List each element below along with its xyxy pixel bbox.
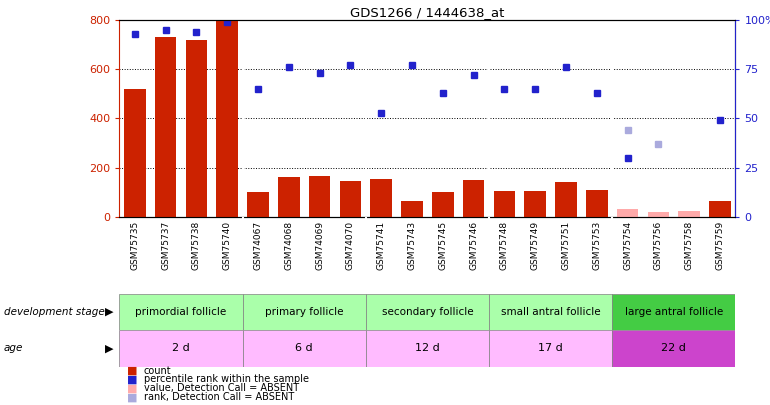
Text: GSM74068: GSM74068 <box>284 220 293 270</box>
Text: GSM75748: GSM75748 <box>500 220 509 270</box>
Bar <box>119 330 243 367</box>
Text: ▶: ▶ <box>105 343 113 353</box>
Bar <box>401 201 423 217</box>
Text: GSM75735: GSM75735 <box>130 220 139 270</box>
Text: GSM74070: GSM74070 <box>346 220 355 270</box>
Text: GSM75753: GSM75753 <box>592 220 601 270</box>
Text: GSM75759: GSM75759 <box>715 220 725 270</box>
Title: GDS1266 / 1444638_at: GDS1266 / 1444638_at <box>350 6 504 19</box>
Text: ■: ■ <box>127 375 138 384</box>
Text: large antral follicle: large antral follicle <box>624 307 723 317</box>
Text: percentile rank within the sample: percentile rank within the sample <box>144 375 309 384</box>
Text: GSM75741: GSM75741 <box>377 220 386 270</box>
Bar <box>370 179 392 217</box>
Text: small antral follicle: small antral follicle <box>500 307 601 317</box>
Bar <box>617 209 638 217</box>
Text: primordial follicle: primordial follicle <box>136 307 226 317</box>
Bar <box>489 330 612 367</box>
Bar <box>612 294 735 330</box>
Bar <box>612 330 735 367</box>
Bar <box>124 89 146 217</box>
Bar <box>555 182 577 217</box>
Text: rank, Detection Call = ABSENT: rank, Detection Call = ABSENT <box>144 392 294 402</box>
Text: secondary follicle: secondary follicle <box>382 307 473 317</box>
Bar <box>186 40 207 217</box>
Bar <box>678 211 700 217</box>
Text: GSM75751: GSM75751 <box>561 220 571 270</box>
Bar <box>216 20 238 217</box>
Text: 17 d: 17 d <box>538 343 563 353</box>
Text: GSM75749: GSM75749 <box>531 220 540 270</box>
Text: GSM75740: GSM75740 <box>223 220 232 270</box>
Bar <box>243 330 366 367</box>
Bar <box>340 181 361 217</box>
Bar <box>489 294 612 330</box>
Text: ■: ■ <box>127 392 138 402</box>
Bar <box>278 177 300 217</box>
Text: GSM75746: GSM75746 <box>469 220 478 270</box>
Text: GSM75743: GSM75743 <box>407 220 417 270</box>
Bar <box>524 191 546 217</box>
Text: 2 d: 2 d <box>172 343 190 353</box>
Bar <box>366 294 489 330</box>
Text: GSM75758: GSM75758 <box>685 220 694 270</box>
Text: GSM75737: GSM75737 <box>161 220 170 270</box>
Bar <box>366 330 489 367</box>
Bar <box>432 192 454 217</box>
Text: GSM75745: GSM75745 <box>438 220 447 270</box>
Text: GSM74067: GSM74067 <box>253 220 263 270</box>
Text: GSM75754: GSM75754 <box>623 220 632 270</box>
Bar <box>648 212 669 217</box>
Text: development stage: development stage <box>4 307 105 317</box>
Text: GSM74069: GSM74069 <box>315 220 324 270</box>
Bar <box>243 294 366 330</box>
Text: 6 d: 6 d <box>296 343 313 353</box>
Text: primary follicle: primary follicle <box>265 307 343 317</box>
Bar <box>119 294 243 330</box>
Bar <box>709 201 731 217</box>
Text: ▶: ▶ <box>105 307 113 317</box>
Text: 22 d: 22 d <box>661 343 686 353</box>
Bar <box>494 191 515 217</box>
Bar <box>463 180 484 217</box>
Bar <box>309 176 330 217</box>
Text: age: age <box>4 343 23 353</box>
Text: GSM75738: GSM75738 <box>192 220 201 270</box>
Text: 12 d: 12 d <box>415 343 440 353</box>
Text: ■: ■ <box>127 384 138 393</box>
Bar <box>155 37 176 217</box>
Bar <box>586 190 608 217</box>
Text: count: count <box>144 366 172 375</box>
Text: GSM75756: GSM75756 <box>654 220 663 270</box>
Text: ■: ■ <box>127 366 138 375</box>
Bar <box>247 192 269 217</box>
Text: value, Detection Call = ABSENT: value, Detection Call = ABSENT <box>144 384 299 393</box>
